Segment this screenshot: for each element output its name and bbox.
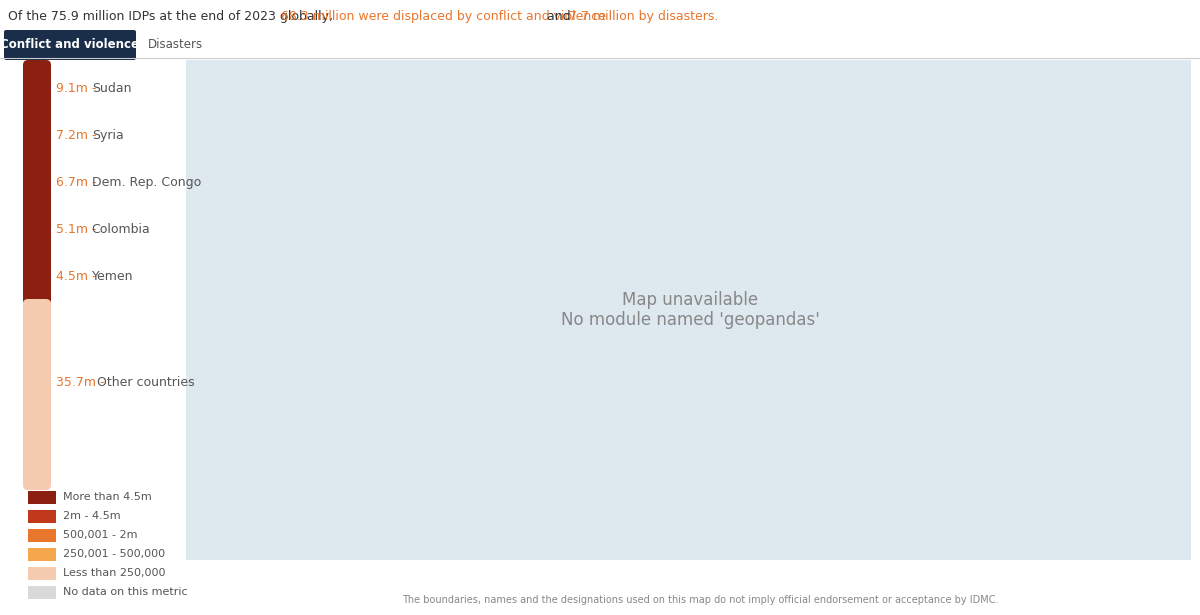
Text: 68.3 million were displaced by conflict and violence: 68.3 million were displaced by conflict … xyxy=(281,10,606,23)
Text: Less than 250,000: Less than 250,000 xyxy=(64,568,166,578)
Text: 7.2m -: 7.2m - xyxy=(56,129,101,142)
Text: Map unavailable
No module named 'geopandas': Map unavailable No module named 'geopand… xyxy=(560,291,820,330)
Text: The boundaries, names and the designations used on this map do not imply officia: The boundaries, names and the designatio… xyxy=(402,595,998,605)
Text: Colombia: Colombia xyxy=(91,223,150,236)
Bar xyxy=(28,528,56,541)
Text: Dem. Rep. Congo: Dem. Rep. Congo xyxy=(91,176,200,189)
Text: No data on this metric: No data on this metric xyxy=(64,587,187,597)
Text: 4.5m -: 4.5m - xyxy=(56,270,101,283)
Text: Yemen: Yemen xyxy=(91,270,133,283)
Text: Other countries: Other countries xyxy=(97,376,194,389)
Text: Syria: Syria xyxy=(91,129,124,142)
Bar xyxy=(28,491,56,504)
Text: 9.1m -: 9.1m - xyxy=(56,82,101,95)
Text: Conflict and violence: Conflict and violence xyxy=(0,39,139,52)
Bar xyxy=(28,566,56,579)
Bar xyxy=(28,509,56,523)
Text: 250,001 - 500,000: 250,001 - 500,000 xyxy=(64,549,166,559)
Text: More than 4.5m: More than 4.5m xyxy=(64,492,151,502)
FancyBboxPatch shape xyxy=(4,30,136,60)
Text: Sudan: Sudan xyxy=(91,82,131,95)
Text: and: and xyxy=(544,10,575,23)
Text: 6.7m -: 6.7m - xyxy=(56,176,101,189)
Bar xyxy=(186,60,1190,560)
Bar xyxy=(28,547,56,560)
FancyBboxPatch shape xyxy=(23,60,50,305)
Text: 5.1m -: 5.1m - xyxy=(56,223,101,236)
Text: Disasters: Disasters xyxy=(148,39,203,52)
Text: 2m - 4.5m: 2m - 4.5m xyxy=(64,511,121,521)
Text: Of the 75.9 million IDPs at the end of 2023 globally,: Of the 75.9 million IDPs at the end of 2… xyxy=(8,10,337,23)
Text: 35.7m -: 35.7m - xyxy=(56,376,108,389)
Text: 500,001 - 2m: 500,001 - 2m xyxy=(64,530,138,540)
Text: 7.7 million by disasters.: 7.7 million by disasters. xyxy=(569,10,718,23)
FancyBboxPatch shape xyxy=(23,299,50,490)
Bar xyxy=(28,585,56,598)
